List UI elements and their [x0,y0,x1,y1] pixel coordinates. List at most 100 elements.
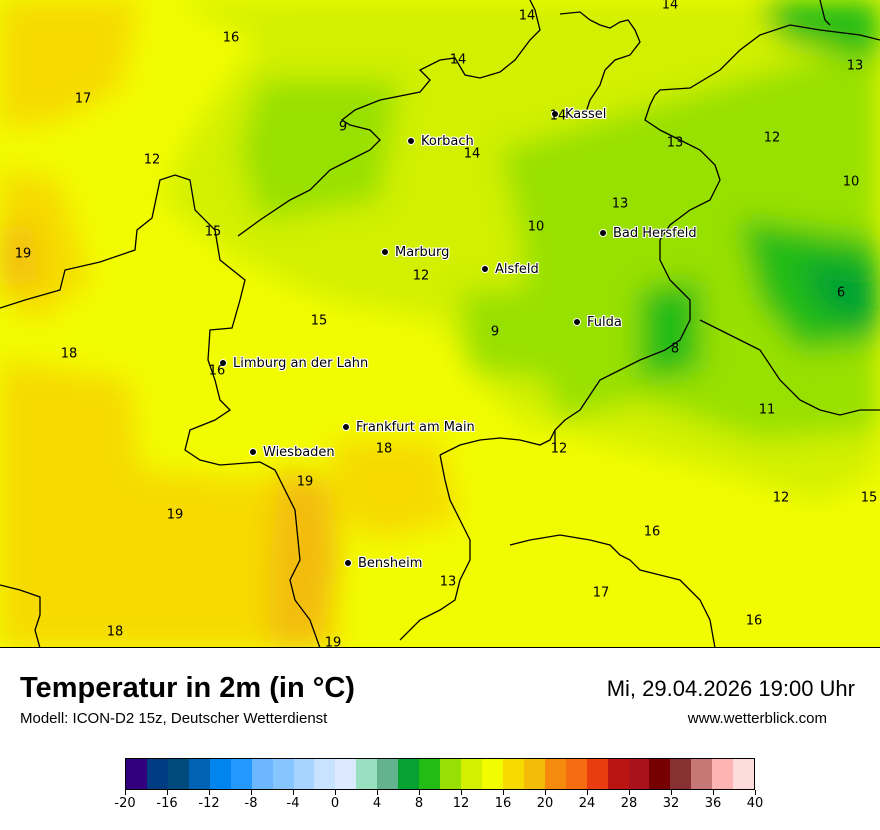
temperature-value-label: 12 [772,490,790,506]
temperature-value-label: 19 [324,635,342,648]
temperature-value-label: 18 [106,624,124,640]
colorbar-bin [419,759,441,789]
temperature-field [0,0,880,647]
colorbar-bin [356,759,378,789]
temperature-value-label: 12 [763,130,781,146]
city-marker-icon [481,264,489,273]
colorbar-tick-label: 24 [578,796,596,811]
colorbar-tick-mark [754,790,756,795]
colorbar-bin [335,759,357,789]
colorbar-bin [523,759,545,789]
city-marker-icon [219,358,227,367]
colorbar-tick-mark [166,790,168,795]
colorbar-bin [272,759,294,789]
temperature-value-label: 16 [222,30,240,46]
temperature-value-label: 16 [745,613,763,629]
colorbar-bin [649,759,671,789]
colorbar-tick-label: 40 [746,796,764,811]
colorbar-bin [733,759,755,789]
temperature-value-label: 10 [842,174,860,190]
colorbar-bin [670,759,692,789]
colorbar-ticks: -20 -16 -12 -8 -4 0 4 8 12 16 20 24 28 32 36 40 [114,790,763,820]
colorbar-bin [209,759,231,789]
city-label-frankfurt: Frankfurt am Main [342,420,475,435]
temperature-value-label: 10 [527,219,545,235]
colorbar-tick-mark [670,790,672,795]
colorbar-bin [607,759,629,789]
temperature-value-label: 16 [208,363,226,379]
temperature-value-label: 11 [758,402,776,418]
colorbar-tick-mark [418,790,420,795]
colorbar-tick-label: -20 [114,796,136,811]
colorbar-tick-mark [502,790,504,795]
temperature-value-label: 6 [836,285,846,301]
city-marker-icon [342,422,350,431]
city-marker-icon [249,447,257,456]
temperature-value-label: 16 [643,524,661,540]
city-label-bensheim: Bensheim [344,556,422,571]
colorbar-tick-label: -12 [198,796,220,811]
temperature-value-label: 13 [846,58,864,74]
colorbar-tick-mark [544,790,546,795]
city-marker-icon [573,317,581,326]
colorbar-tick-label: 12 [452,796,470,811]
city-label-kassel: Kassel [551,107,606,122]
colorbar-tick-label: -16 [156,796,178,811]
city-marker-icon [551,109,559,118]
colorbar-bin [481,759,503,789]
temperature-value-label: 13 [611,196,629,212]
colorbar-tick-label: 36 [704,796,722,811]
colorbar-bin [167,759,189,789]
temperature-value-label: 13 [439,574,457,590]
colorbar-bin [628,759,650,789]
temperature-value-label: 12 [550,441,568,457]
temperature-map: Kassel Korbach Bad Hersfeld Marburg Alsf… [0,0,880,648]
temperature-value-label: 13 [666,135,684,151]
temperature-value-label: 9 [490,324,500,340]
colorbar-bin [230,759,252,789]
city-marker-icon [407,136,415,145]
colorbar-tick-label: 0 [330,796,340,811]
city-marker-icon [599,228,607,237]
temperature-value-label: 14 [518,8,536,24]
temperature-value-label: 14 [449,52,467,68]
city-label-korbach: Korbach [407,134,474,149]
temperature-value-label: 15 [860,490,878,506]
colorbar-bin [146,759,168,789]
website-link[interactable]: www.wetterblick.com [687,710,827,727]
temperature-value-label: 19 [296,474,314,490]
colorbar-tick-mark [712,790,714,795]
temperature-value-label: 14 [661,0,679,13]
city-label-bad-hersfeld: Bad Hersfeld [599,226,697,241]
colorbar-bin [502,759,524,789]
colorbar-bin [377,759,399,789]
colorbar-bin [586,759,608,789]
colorbar-tick-mark [208,790,210,795]
temperature-value-label: 17 [592,585,610,601]
colorbar-bin [188,759,210,789]
city-label-limburg: Limburg an der Lahn [219,356,368,371]
colorbar-tick-label: 20 [536,796,554,811]
temperature-value-label: 14 [463,146,481,162]
temperature-value-label: 15 [204,224,222,240]
colorbar-bin [251,759,273,789]
temperature-value-label: 15 [310,313,328,329]
colorbar-bin [398,759,420,789]
colorbar-tick-mark [376,790,378,795]
colorbar-tick-label: 16 [494,796,512,811]
colorbar-tick-mark [460,790,462,795]
colorbar-bin [565,759,587,789]
colorbar-tick-label: 28 [620,796,638,811]
colorbar-bin [544,759,566,789]
temperature-value-label: 19 [14,246,32,262]
colorbar-tick-label: -8 [244,796,258,811]
model-subtitle: Modell: ICON-D2 15z, Deutscher Wetterdie… [20,710,328,727]
temperature-value-label: 8 [670,341,680,357]
colorbar-bin [440,759,461,789]
colorbar-tick-mark [292,790,294,795]
colorbar-bin [712,759,734,789]
colorbar-bin [293,759,315,789]
temperature-value-label: 18 [375,441,393,457]
city-marker-icon [344,558,352,567]
colorbar-bin [691,759,713,789]
